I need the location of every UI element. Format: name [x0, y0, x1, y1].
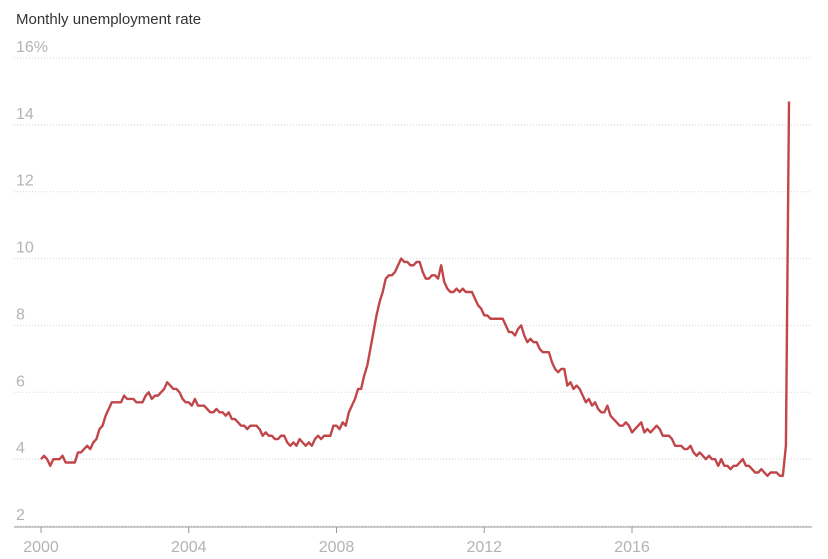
y-tick-label: 12 — [16, 173, 34, 190]
x-tick-label: 2016 — [614, 539, 650, 556]
y-tick-label: 2 — [16, 507, 25, 524]
x-tick-label: 2004 — [171, 539, 207, 556]
x-tick-label: 2012 — [466, 539, 502, 556]
y-tick-label: 10 — [16, 240, 34, 257]
chart-title: Monthly unemployment rate — [16, 11, 201, 28]
y-tick-label: 6 — [16, 373, 25, 390]
y-tick-label: 8 — [16, 306, 25, 323]
y-tick-label: 14 — [16, 106, 34, 123]
data-line — [40, 101, 791, 478]
y-tick-label: 4 — [16, 440, 25, 457]
x-tick-label: 2008 — [319, 539, 355, 556]
x-tick-label: 2000 — [23, 539, 59, 556]
y-tick-label: 16% — [16, 39, 48, 56]
